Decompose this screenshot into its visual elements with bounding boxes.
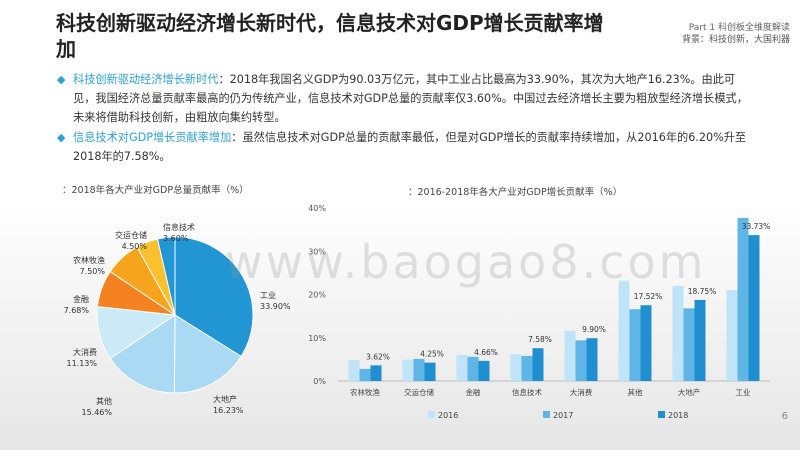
bar-2016 xyxy=(726,290,738,381)
data-label: 3.62% xyxy=(366,352,390,361)
bullet-highlight: 科技创新驱动经济增长新时代 xyxy=(73,73,219,86)
data-label: 18.75% xyxy=(688,287,717,296)
bar-chart: 0% 10% 20% 30% 40% 农林牧渔 3.62% 交运仓储 4.25% 金融 4.66% 信… xyxy=(308,204,771,420)
data-label: 4.66% xyxy=(474,348,498,357)
bar-2017 xyxy=(683,308,695,381)
bar-2018 xyxy=(640,305,652,381)
bar-2018 xyxy=(478,360,490,381)
pie-chart-title: ：2018年各大产业对GDP总量贡献率（%） xyxy=(62,185,249,196)
pie-value-label: 7.50% xyxy=(80,267,106,276)
bullet-list: ◆ 科技创新驱动经济增长新时代：2018年我国名义GDP为90.03万亿元，其中… xyxy=(55,70,755,167)
data-label: 17.52% xyxy=(634,292,663,301)
page-title: 科技创新驱动经济增长新时代，信息技术对GDP增长贡献率增加 xyxy=(56,11,604,61)
bar-2016 xyxy=(348,360,360,381)
x-tick-label: 大消费 xyxy=(570,387,593,397)
x-tick-label: 信息技术 xyxy=(512,387,542,397)
pie-value-label: 4.50% xyxy=(122,242,148,251)
y-tick-label: 30% xyxy=(308,247,326,256)
bar-2018 xyxy=(694,299,706,381)
x-tick-label: 金融 xyxy=(466,387,481,397)
legend-label: 2018 xyxy=(668,411,688,420)
bar-2016 xyxy=(618,280,630,381)
diamond-bullet-icon: ◆ xyxy=(57,131,66,144)
y-tick-label: 40% xyxy=(308,204,326,213)
pie-value-label: 7.68% xyxy=(64,306,90,315)
section-info: Part 1 科创板全维度解读 背景：科技创新，大国利器 xyxy=(682,22,790,46)
pie-label: 交运仓储 xyxy=(115,230,147,240)
x-tick-label: 大地产 xyxy=(678,387,701,397)
pie-chart: 工业 33.90% 大地产 16.23% 其他 15.46% 大消费 11.13% 金融 7.68… xyxy=(64,222,291,417)
pie-label: 信息技术 xyxy=(163,222,195,232)
bar-2017 xyxy=(467,356,479,381)
bar-2016 xyxy=(564,330,576,381)
section-subtitle: 背景：科技创新，大国利器 xyxy=(681,35,790,45)
legend-swatch xyxy=(543,411,550,418)
bar-2018 xyxy=(424,362,436,381)
bar-2018 xyxy=(586,338,598,381)
bar-2017 xyxy=(521,355,533,381)
pie-value-label: 3.60% xyxy=(163,234,189,243)
part-label: Part 1 科创板全维度解读 xyxy=(688,23,790,33)
x-tick-label: 其他 xyxy=(628,387,643,397)
y-tick-label: 20% xyxy=(308,291,326,300)
bar-chart-title: ：2016-2018年各大产业对GDP增长贡献率（%） xyxy=(408,187,623,198)
x-tick-label: 交运仓储 xyxy=(404,387,434,397)
bar-2017 xyxy=(413,358,425,381)
pie-slice xyxy=(156,236,176,316)
bar-2017 xyxy=(359,368,371,381)
data-label: 7.58% xyxy=(528,335,552,344)
diamond-bullet-icon: ◆ xyxy=(57,73,66,86)
page-number: 6 xyxy=(781,411,788,422)
pie-value-label: 15.46% xyxy=(81,408,112,417)
bar-2018 xyxy=(370,365,382,381)
bullet-text: ：2018年我国名义GDP为90.03万亿元，其中工业占比最高为33.90%，其… xyxy=(73,73,748,124)
y-tick-label: 10% xyxy=(308,334,326,343)
bullet-highlight: 信息技术对GDP增长贡献率增加 xyxy=(73,131,232,144)
legend-swatch xyxy=(658,411,665,418)
pie-slice xyxy=(173,314,242,394)
pie-value-label: 16.23% xyxy=(213,406,244,415)
bar-2017 xyxy=(575,340,587,381)
bar-2016 xyxy=(456,355,468,381)
y-tick-label: 0% xyxy=(313,377,326,386)
data-label: 9.90% xyxy=(582,325,606,334)
x-tick-label: 农林牧渔 xyxy=(350,387,380,397)
legend-swatch xyxy=(428,411,435,418)
pie-value-label: 33.90% xyxy=(260,302,291,311)
legend-label: 2017 xyxy=(553,411,573,420)
pie-slice xyxy=(174,236,254,358)
bar-2016 xyxy=(510,354,522,381)
bar-2018 xyxy=(532,348,544,381)
pie-label: 大消费 xyxy=(73,347,97,357)
data-label: 33.73% xyxy=(742,222,771,231)
pie-label: 农林牧渔 xyxy=(73,255,105,265)
pie-value-label: 11.13% xyxy=(66,359,97,368)
bar-2018 xyxy=(748,235,760,381)
watermark: www.baogao8.com xyxy=(225,235,707,289)
data-label: 4.25% xyxy=(420,350,444,359)
pie-label: 大地产 xyxy=(213,394,237,404)
bar-2016 xyxy=(672,285,684,381)
bullet-item: ◆ 信息技术对GDP增长贡献率增加：虽然信息技术对GDP总量的贡献率最低，但是对… xyxy=(55,128,755,166)
pie-label: 其他 xyxy=(96,396,112,406)
legend-label: 2016 xyxy=(438,411,458,420)
bar-2017 xyxy=(737,217,749,381)
x-tick-label: 工业 xyxy=(736,387,751,397)
bullet-item: ◆ 科技创新驱动经济增长新时代：2018年我国名义GDP为90.03万亿元，其中… xyxy=(55,70,755,127)
bar-2016 xyxy=(402,359,414,381)
bullet-text: ：虽然信息技术对GDP总量的贡献率最低，但是对GDP增长的贡献率持续增加，从20… xyxy=(73,131,747,163)
pie-slice xyxy=(109,314,176,394)
bar-2017 xyxy=(629,309,641,381)
pie-label: 工业 xyxy=(260,290,276,300)
pie-label: 金融 xyxy=(73,294,89,304)
